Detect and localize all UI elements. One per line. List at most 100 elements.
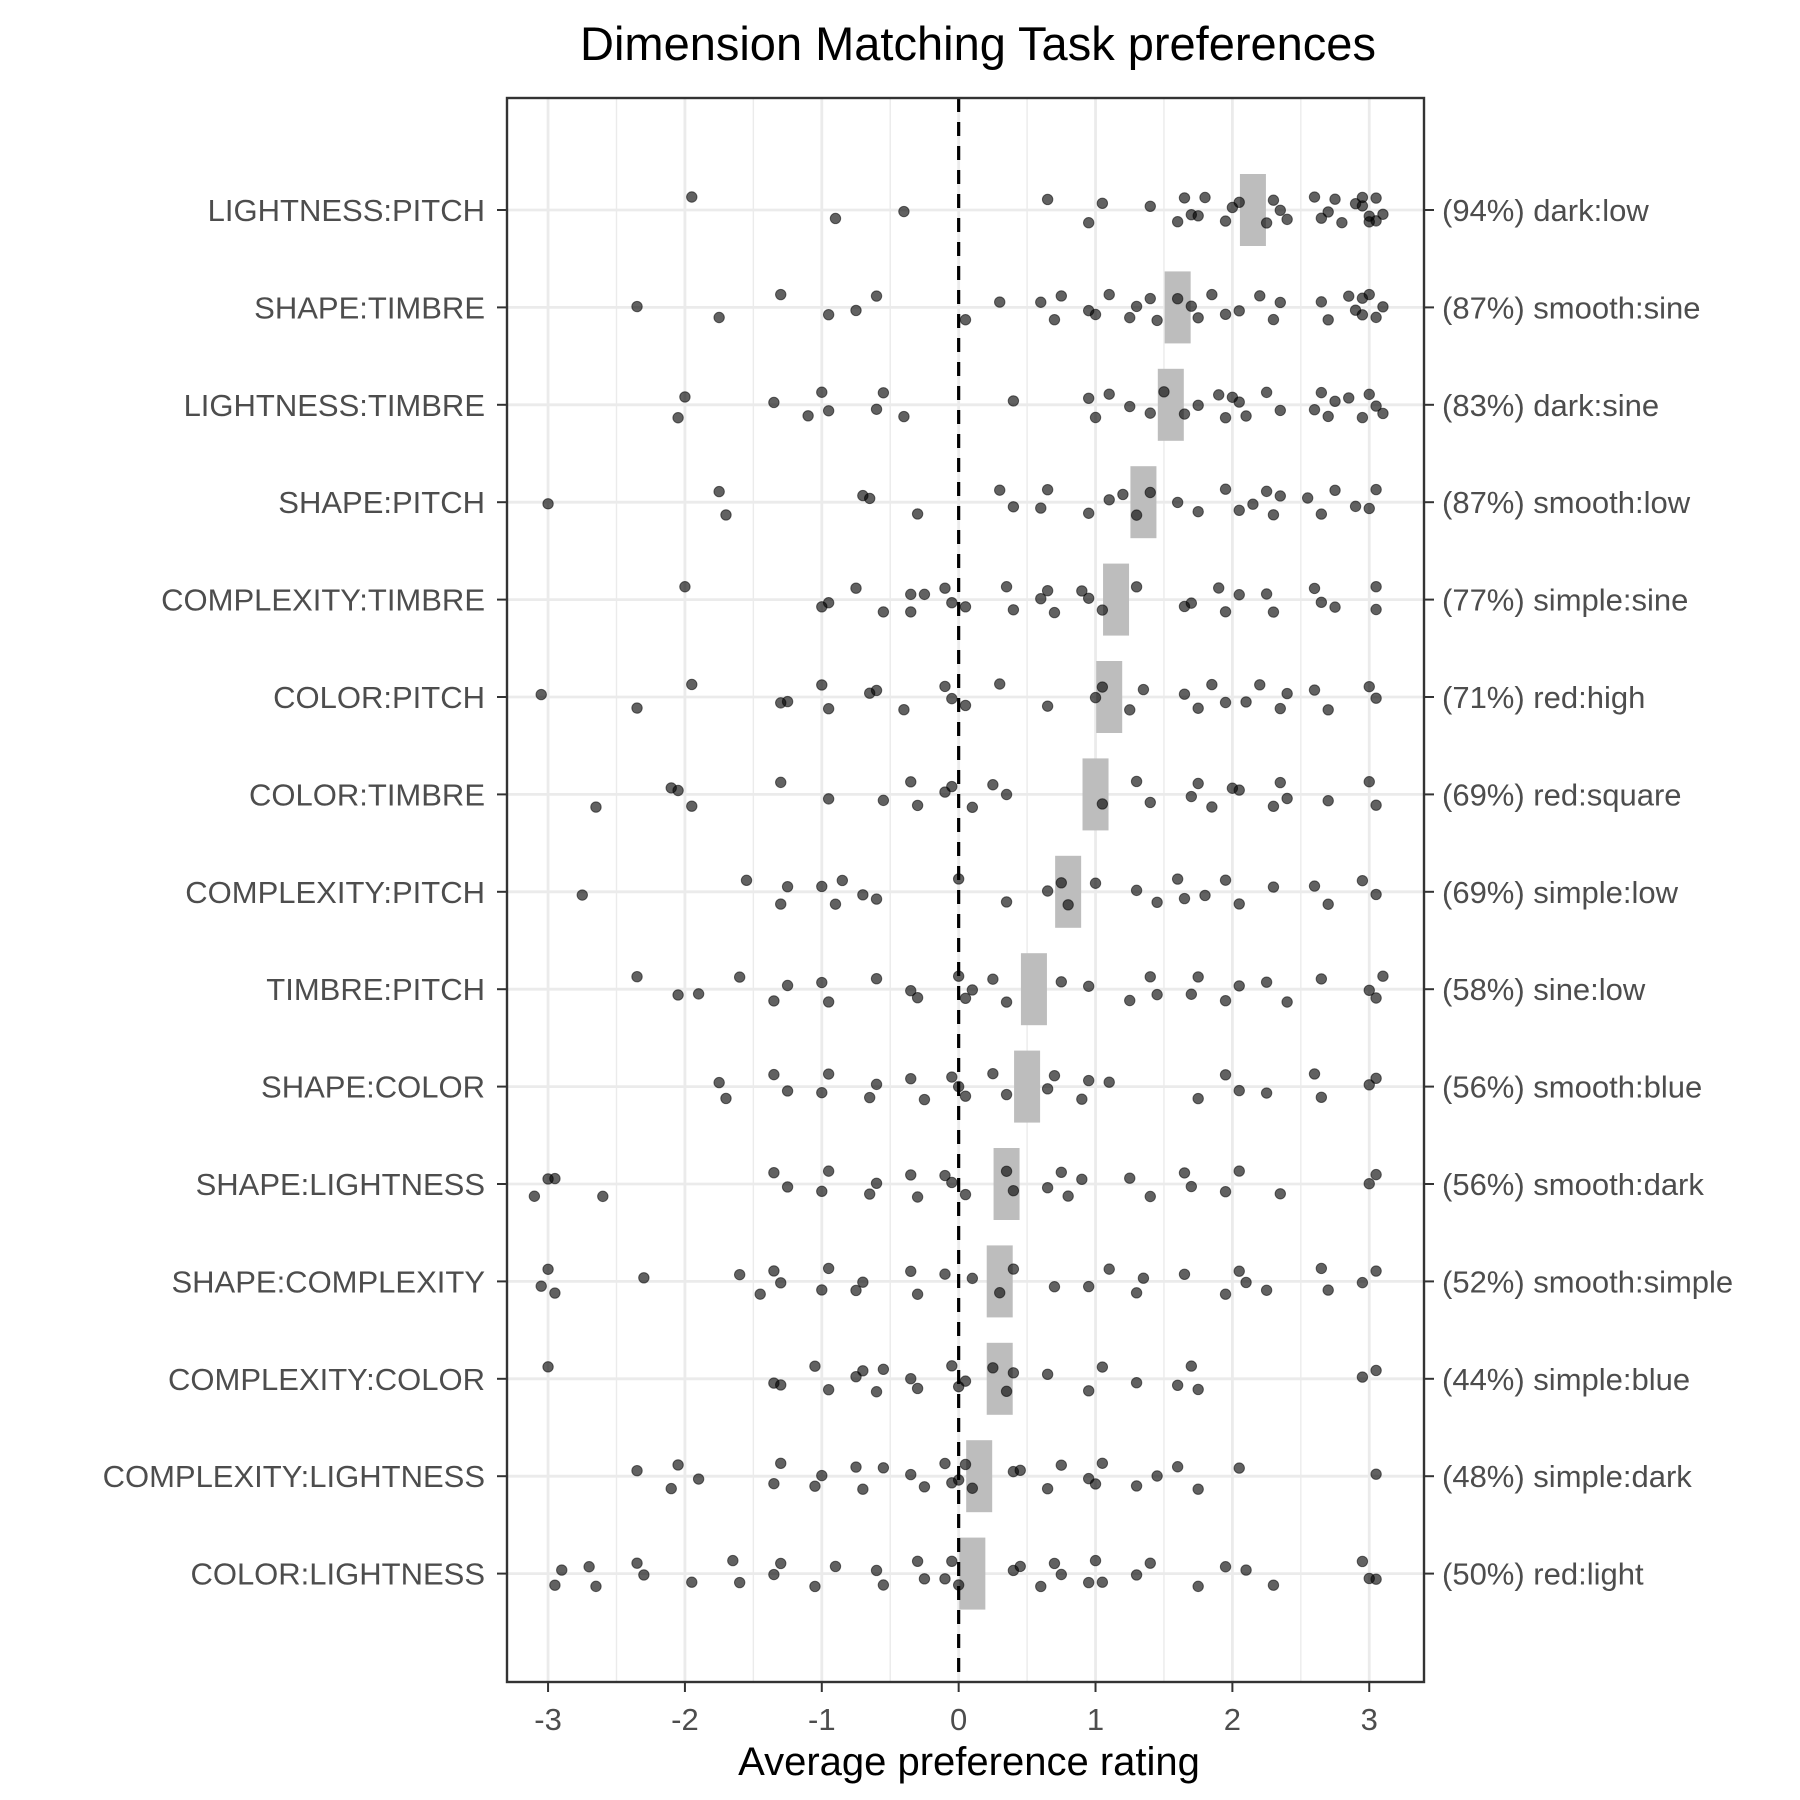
data-point xyxy=(822,1383,835,1396)
data-point xyxy=(1192,312,1204,324)
data-point xyxy=(966,984,979,996)
data-point xyxy=(870,1078,883,1091)
data-point xyxy=(1233,1084,1245,1097)
data-point xyxy=(1267,194,1280,206)
data-point xyxy=(918,1481,931,1493)
data-point xyxy=(1096,1457,1109,1469)
right-category-label: (71%) red:high xyxy=(1442,680,1645,715)
data-point xyxy=(1185,1180,1198,1193)
y-axis-category-label: COLOR:PITCH xyxy=(273,680,485,715)
x-axis: -3 -2 -1 0 1 2 3 xyxy=(534,1682,1378,1737)
data-point xyxy=(870,684,883,697)
data-point xyxy=(590,1580,602,1593)
points-layer xyxy=(528,191,1389,1593)
data-point xyxy=(720,509,732,521)
data-point xyxy=(1000,1088,1013,1101)
data-point xyxy=(1343,392,1355,404)
data-point xyxy=(809,1480,821,1492)
data-point xyxy=(775,898,787,910)
data-point xyxy=(918,588,931,601)
x-axis-tick-label: 2 xyxy=(1224,1702,1241,1737)
data-point xyxy=(768,1568,780,1581)
data-point xyxy=(686,1576,698,1588)
data-point xyxy=(1308,403,1321,416)
data-point xyxy=(1035,1580,1047,1593)
data-point xyxy=(959,699,972,712)
data-point xyxy=(1233,1265,1245,1277)
data-point xyxy=(686,191,698,203)
data-point xyxy=(1281,792,1293,805)
data-point xyxy=(1014,1560,1026,1573)
data-point xyxy=(939,582,951,594)
plot-frame xyxy=(505,96,1426,1684)
data-point xyxy=(1219,1185,1232,1198)
data-point xyxy=(905,776,917,788)
data-point xyxy=(1329,601,1341,613)
data-point xyxy=(822,1262,835,1275)
data-point xyxy=(994,678,1006,690)
data-point xyxy=(1322,206,1334,218)
data-point xyxy=(877,387,890,399)
data-point xyxy=(781,695,794,708)
data-point xyxy=(1260,976,1273,988)
data-point xyxy=(1185,300,1198,312)
data-point xyxy=(959,992,972,1004)
data-point xyxy=(850,1284,862,1297)
data-point xyxy=(1356,874,1369,887)
y-axis-category-label: COMPLEXITY:COLOR xyxy=(168,1362,485,1397)
data-point xyxy=(822,703,835,715)
data-point xyxy=(1281,996,1293,1008)
data-point xyxy=(1281,687,1293,700)
data-point xyxy=(857,1483,869,1495)
data-point xyxy=(1041,1368,1054,1381)
data-point xyxy=(809,1580,821,1593)
data-point xyxy=(631,1557,643,1569)
data-point xyxy=(952,1474,965,1486)
data-point xyxy=(775,776,787,789)
data-point xyxy=(1151,314,1163,327)
data-point xyxy=(1315,296,1328,308)
y-axis-category-label: SHAPE:COLOR xyxy=(261,1070,485,1105)
data-point xyxy=(911,1191,924,1203)
data-point xyxy=(1103,494,1115,506)
data-point xyxy=(1124,994,1136,1007)
right-category-label: (58%) sine:low xyxy=(1442,972,1646,1007)
data-point xyxy=(781,979,794,992)
data-point xyxy=(1151,988,1163,1001)
mean-bar xyxy=(1239,174,1266,246)
data-point xyxy=(1151,1470,1163,1482)
data-point xyxy=(1315,386,1328,399)
data-point xyxy=(1082,980,1095,992)
mean-bar xyxy=(1014,1050,1041,1123)
data-point xyxy=(1124,704,1136,716)
data-point xyxy=(822,1165,835,1177)
data-point xyxy=(590,801,602,813)
data-point xyxy=(870,1564,883,1577)
data-point xyxy=(556,1564,568,1576)
data-point xyxy=(1329,193,1341,205)
data-point xyxy=(911,1288,924,1300)
data-point xyxy=(1096,604,1109,616)
data-point xyxy=(1082,1385,1095,1397)
data-point xyxy=(1130,300,1143,313)
data-point xyxy=(1322,795,1334,807)
mean-bar xyxy=(986,1342,1013,1415)
data-point xyxy=(535,688,547,701)
data-point xyxy=(1171,873,1184,885)
data-point xyxy=(1260,1087,1273,1099)
data-point xyxy=(733,971,746,983)
data-point xyxy=(672,989,684,1001)
data-point xyxy=(1315,1091,1328,1104)
data-point xyxy=(994,1287,1006,1299)
data-point xyxy=(1206,288,1218,301)
data-point xyxy=(987,973,999,985)
data-point xyxy=(1219,1561,1232,1573)
data-point xyxy=(1370,400,1382,412)
mean-bar xyxy=(1130,466,1157,539)
data-point xyxy=(1240,696,1252,708)
data-point xyxy=(1171,496,1184,509)
data-point xyxy=(1192,399,1204,412)
x-axis-tick-label: -1 xyxy=(808,1702,836,1737)
data-point xyxy=(987,779,999,791)
mean-bar xyxy=(993,1148,1020,1220)
